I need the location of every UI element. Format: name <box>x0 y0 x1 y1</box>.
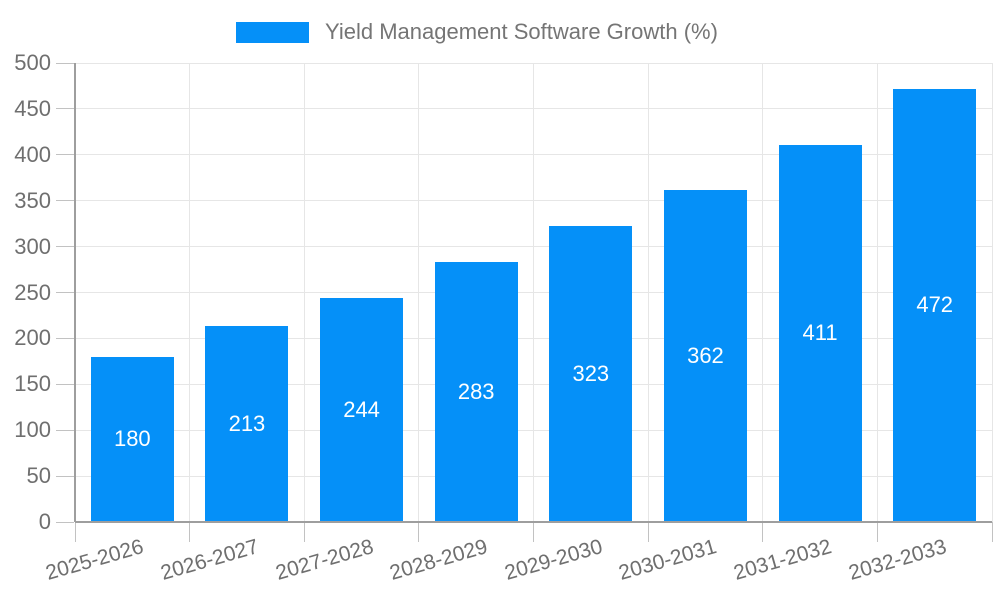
y-axis-tick-label: 450 <box>14 95 51 121</box>
x-axis-tick <box>762 522 764 542</box>
gridline-vertical <box>647 63 649 522</box>
y-axis-tick-label: 200 <box>14 325 51 351</box>
bar-value-label: 244 <box>343 397 380 423</box>
bar-value-label: 283 <box>457 379 495 405</box>
gridline-vertical <box>991 63 993 522</box>
plot-area: 0 50 100 150 200 250 300 350 400 450 500 180 2025-20… <box>14 51 993 585</box>
bar[interactable] <box>320 298 404 522</box>
x-axis-tick <box>533 522 534 542</box>
bar-value-label: 323 <box>572 360 610 386</box>
y-axis-tick-label: 250 <box>14 279 51 305</box>
x-axis-tick <box>189 522 191 542</box>
y-axis-tick <box>56 383 74 385</box>
x-axis-tick <box>303 522 305 542</box>
y-axis-tick-label: 350 <box>14 187 51 213</box>
x-axis-tick <box>647 522 649 542</box>
bar-value-label: 213 <box>228 411 266 437</box>
bar[interactable] <box>893 88 977 522</box>
bar[interactable] <box>434 262 518 522</box>
gridline-vertical <box>533 63 534 522</box>
bar[interactable] <box>205 326 289 522</box>
x-axis-tick <box>876 522 878 542</box>
legend-label: Yield Management Software Growth (%) <box>325 19 718 44</box>
y-axis-tick <box>56 246 74 248</box>
legend-swatch-icon <box>236 21 309 43</box>
y-axis-tick <box>56 108 74 110</box>
y-axis-tick-label: 100 <box>14 417 51 443</box>
y-axis-tick <box>56 154 74 156</box>
y-axis-tick-label: 300 <box>14 233 51 259</box>
bar-value-label: 180 <box>113 426 151 452</box>
y-axis-tick <box>56 337 74 339</box>
bar-value-label: 472 <box>916 292 954 318</box>
y-axis-tick <box>56 62 74 64</box>
y-axis-tick <box>56 475 74 477</box>
y-axis-tick-label: 50 <box>26 463 51 489</box>
gridline-vertical <box>303 63 305 522</box>
x-axis-tick <box>418 522 420 542</box>
y-axis-tick-label: 150 <box>14 371 51 397</box>
y-axis-tick <box>56 200 74 202</box>
x-axis-tick <box>74 522 76 542</box>
x-axis-line <box>75 521 992 523</box>
gridline-vertical <box>876 63 878 522</box>
gridline-vertical <box>418 63 420 522</box>
bar[interactable] <box>549 225 633 522</box>
bar[interactable] <box>663 189 747 522</box>
y-axis-tick-label: 400 <box>14 141 51 167</box>
gridline-vertical <box>189 63 191 522</box>
bar[interactable] <box>778 144 862 522</box>
y-axis-tick <box>56 429 74 431</box>
legend[interactable]: Yield Management Software Growth (%) <box>236 18 718 46</box>
y-axis-tick-label: 0 <box>38 509 51 534</box>
bar-value-label: 362 <box>687 342 724 368</box>
x-axis-tick <box>991 522 993 542</box>
y-axis-tick <box>56 292 74 293</box>
gridline-vertical <box>762 63 764 522</box>
y-axis-tick-label: 500 <box>14 50 51 75</box>
bar-value-label: 411 <box>802 320 838 346</box>
y-axis-line <box>74 63 76 522</box>
bar[interactable] <box>90 356 174 522</box>
y-axis-tick <box>56 521 74 523</box>
